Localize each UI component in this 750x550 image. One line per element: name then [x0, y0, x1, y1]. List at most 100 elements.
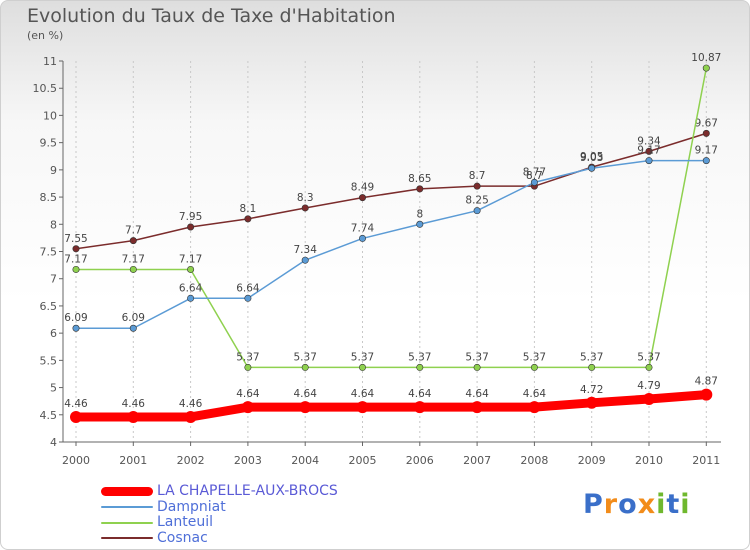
- data-label-0: 4.64: [465, 388, 489, 400]
- y-tick-label: 9.5: [40, 137, 58, 150]
- data-point-2: [358, 363, 366, 371]
- data-point-1: [72, 324, 80, 332]
- data-point-0: [184, 410, 197, 423]
- logo-letter: t: [666, 489, 681, 520]
- data-point-1: [530, 178, 538, 186]
- data-label-1: 9.17: [695, 145, 718, 157]
- x-tick-label: 2004: [291, 454, 319, 467]
- y-tick-label: 6.5: [40, 300, 58, 313]
- data-point-0: [127, 410, 140, 423]
- data-label-2: 5.37: [465, 351, 488, 363]
- chart-subtitle: (en %): [27, 29, 64, 42]
- data-point-1: [187, 294, 195, 302]
- data-point-1: [588, 164, 596, 172]
- data-point-2: [588, 363, 596, 371]
- data-label-1: 6.09: [122, 312, 145, 324]
- data-label-1: 9.03: [580, 152, 603, 164]
- data-label-3: 8.3: [297, 192, 314, 204]
- data-point-2: [530, 363, 538, 371]
- data-point-1: [645, 157, 653, 165]
- data-point-1: [129, 324, 137, 332]
- data-point-2: [645, 363, 653, 371]
- data-point-2: [416, 363, 424, 371]
- legend-label: LA CHAPELLE-AUX-BROCS: [157, 483, 338, 499]
- x-tick-label: 2000: [62, 454, 90, 467]
- data-label-1: 6.09: [64, 312, 87, 324]
- legend-label: Cosnac: [157, 529, 208, 546]
- logo-letter: o: [618, 489, 638, 520]
- legend-swatch: [101, 487, 153, 497]
- x-tick-label: 2001: [119, 454, 147, 467]
- x-tick-label: 2009: [578, 454, 606, 467]
- data-point-2: [473, 363, 481, 371]
- data-point-1: [301, 256, 309, 264]
- y-tick-label: 10: [43, 109, 57, 122]
- data-point-3: [358, 194, 366, 202]
- data-point-3: [645, 147, 653, 155]
- data-label-2: 5.37: [408, 351, 431, 363]
- data-label-0: 4.64: [351, 388, 375, 400]
- data-point-0: [299, 401, 312, 414]
- logo-letter: x: [637, 489, 657, 520]
- x-tick-label: 2008: [520, 454, 548, 467]
- data-point-1: [244, 294, 252, 302]
- legend-item: LA CHAPELLE-AUX-BROCS: [101, 483, 338, 500]
- data-label-2: 5.37: [523, 351, 546, 363]
- data-label-0: 4.64: [408, 388, 432, 400]
- series-line-0: [71, 390, 711, 422]
- data-label-1: 7.34: [294, 244, 318, 256]
- legend-swatch: [101, 506, 153, 509]
- legend-swatch: [101, 537, 153, 540]
- data-point-1: [416, 220, 424, 228]
- chart-legend: LA CHAPELLE-AUX-BROCS Dampniat Lanteuil Cos…: [101, 483, 338, 546]
- x-tick-label: 2003: [234, 454, 262, 467]
- data-label-3: 9.67: [695, 117, 718, 129]
- data-point-2: [301, 363, 309, 371]
- data-label-3: 8.1: [240, 203, 257, 215]
- y-tick-label: 4: [50, 436, 57, 449]
- data-point-2: [244, 363, 252, 371]
- data-point-3: [301, 204, 309, 212]
- data-label-3: 7.7: [125, 225, 142, 237]
- logo-letter: i: [680, 489, 691, 520]
- data-point-3: [72, 245, 80, 253]
- data-point-3: [129, 237, 137, 245]
- y-tick-label: 5: [50, 382, 57, 395]
- data-label-0: 4.72: [580, 384, 603, 396]
- legend-label: Dampniat: [157, 498, 226, 515]
- data-label-1: 8.25: [465, 195, 488, 207]
- y-tick-label: 7: [50, 273, 57, 286]
- data-label-2: 7.17: [64, 253, 87, 265]
- series-line-1: [75, 159, 708, 329]
- proxiti-logo: Proxiti: [583, 489, 691, 520]
- y-tick-label: 10.5: [33, 82, 58, 95]
- data-point-0: [643, 393, 655, 406]
- data-label-2: 5.37: [294, 351, 317, 363]
- data-label-2: 5.37: [236, 351, 259, 363]
- data-label-1: 6.64: [236, 282, 260, 294]
- data-label-2: 5.37: [580, 351, 603, 363]
- data-label-0: 4.64: [236, 388, 260, 400]
- data-point-1: [473, 207, 481, 215]
- data-label-3: 9.05: [580, 151, 603, 163]
- data-label-0: 4.87: [695, 376, 718, 388]
- series-line-2: [75, 67, 708, 369]
- y-tick-label: 11: [43, 55, 57, 68]
- x-tick-label: 2002: [177, 454, 205, 467]
- data-point-2: [187, 265, 195, 273]
- x-tick-label: 2010: [635, 454, 663, 467]
- data-point-3: [416, 185, 424, 193]
- legend-label: Lanteuil: [157, 514, 214, 530]
- data-point-0: [528, 401, 541, 414]
- data-point-0: [471, 401, 484, 414]
- data-point-0: [70, 410, 82, 423]
- data-label-1: 7.74: [351, 222, 375, 234]
- x-tick-label: 2011: [692, 454, 720, 467]
- data-label-1: 8.77: [523, 166, 546, 178]
- data-label-0: 4.46: [179, 398, 203, 410]
- data-label-0: 4.79: [637, 380, 660, 392]
- y-tick-label: 6: [50, 327, 57, 340]
- data-label-0: 4.46: [64, 398, 88, 410]
- series-line-3: [75, 132, 708, 250]
